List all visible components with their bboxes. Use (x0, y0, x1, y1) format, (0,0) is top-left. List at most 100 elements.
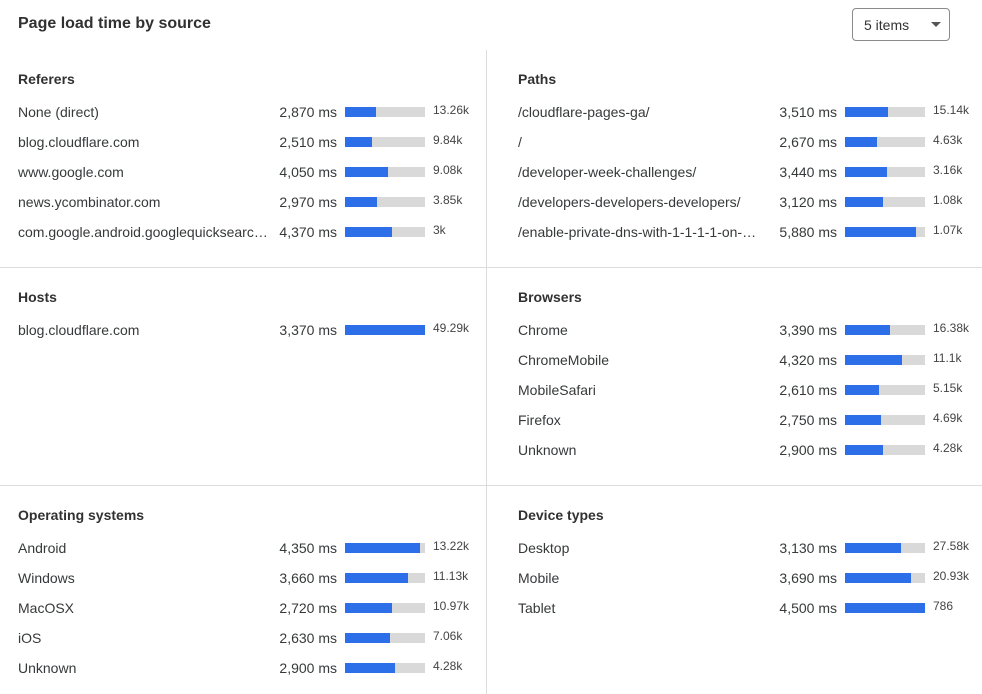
item-label[interactable]: Desktop (518, 540, 570, 556)
load-time-bar-fill (345, 543, 421, 553)
list-item: blog.cloudflare.com 2,510 ms 9.84k (0, 132, 486, 162)
load-time-bar (845, 573, 925, 583)
load-time-bar-fill (845, 573, 912, 583)
load-time: 4,350 ms (279, 540, 337, 556)
load-time: 2,750 ms (779, 412, 837, 428)
item-label[interactable]: ChromeMobile (518, 352, 610, 368)
list-item: Android 4,350 ms 13.22k (0, 538, 486, 568)
load-time-bar-fill (345, 197, 377, 207)
load-time: 4,050 ms (279, 164, 337, 180)
load-time-bar (845, 385, 925, 395)
load-time: 3,120 ms (779, 194, 837, 210)
item-label[interactable]: MacOSX (18, 600, 75, 616)
request-count: 15.14k (933, 103, 970, 117)
list-item: Desktop 3,130 ms 27.58k (500, 538, 982, 568)
request-count: 13.26k (433, 103, 470, 117)
request-count: 4.63k (933, 133, 963, 147)
load-time-bar (345, 167, 425, 177)
list-item: MobileSafari 2,610 ms 5.15k (500, 380, 982, 410)
item-label[interactable]: www.google.com (18, 164, 124, 180)
load-time-bar-fill (345, 167, 389, 177)
request-count: 3.16k (933, 163, 963, 177)
item-label[interactable]: /developer-week-challenges/ (518, 164, 697, 180)
item-label[interactable]: Unknown (518, 442, 577, 458)
request-count: 10.97k (433, 599, 470, 613)
load-time-bar (845, 107, 925, 117)
item-label[interactable]: Android (18, 540, 67, 556)
page-title: Page load time by source (18, 15, 211, 32)
list-item: www.google.com 4,050 ms 9.08k (0, 162, 486, 192)
load-time: 5,880 ms (779, 224, 837, 240)
load-time-bar-fill (345, 137, 373, 147)
panel-title: Device types (518, 507, 604, 523)
load-time-bar (345, 633, 425, 643)
load-time: 2,970 ms (279, 194, 337, 210)
row-divider (0, 485, 982, 486)
load-time: 4,370 ms (279, 224, 337, 240)
load-time-bar (345, 543, 425, 553)
load-time-bar-fill (345, 107, 377, 117)
item-label[interactable]: iOS (18, 630, 42, 646)
item-label[interactable]: news.ycombinator.com (18, 194, 161, 210)
item-label[interactable]: /cloudflare-pages-ga/ (518, 104, 650, 120)
item-label[interactable]: None (direct) (18, 104, 99, 120)
load-time-bar (345, 197, 425, 207)
load-time: 3,660 ms (279, 570, 337, 586)
load-time-bar (845, 445, 925, 455)
list-item: Chrome 3,390 ms 16.38k (500, 320, 982, 350)
item-label[interactable]: blog.cloudflare.com (18, 322, 140, 338)
load-time-bar-fill (845, 355, 902, 365)
item-label[interactable]: Tablet (518, 600, 556, 616)
list-item: Unknown 2,900 ms 4.28k (0, 658, 486, 688)
item-label[interactable]: Windows (18, 570, 75, 586)
item-label[interactable]: / (518, 134, 522, 150)
item-label[interactable]: Mobile (518, 570, 560, 586)
item-label[interactable]: /developers-developers-developers/ (518, 194, 741, 210)
panel-title: Browsers (518, 289, 582, 305)
load-time-bar (345, 573, 425, 583)
item-label[interactable]: Firefox (518, 412, 561, 428)
list-item: Windows 3,660 ms 11.13k (0, 568, 486, 598)
load-time-bar-fill (845, 543, 901, 553)
load-time-bar-fill (845, 445, 884, 455)
list-item: MacOSX 2,720 ms 10.97k (0, 598, 486, 628)
list-item: com.google.android.googlequicksearc… 4,37… (0, 222, 486, 252)
load-time: 2,670 ms (779, 134, 837, 150)
item-label[interactable]: blog.cloudflare.com (18, 134, 140, 150)
load-time: 2,630 ms (279, 630, 337, 646)
item-label[interactable]: Chrome (518, 322, 568, 338)
list-item: Tablet 4,500 ms 786 (500, 598, 982, 628)
list-item: /developers-developers-developers/3,120 … (500, 192, 982, 222)
request-count: 27.58k (933, 539, 970, 553)
load-time-bar-fill (345, 663, 396, 673)
load-time-bar-fill (345, 603, 393, 613)
load-time-bar (845, 197, 925, 207)
load-time-bar-fill (845, 227, 917, 237)
load-time-bar-fill (845, 603, 925, 613)
load-time: 2,610 ms (779, 382, 837, 398)
load-time-bar (345, 107, 425, 117)
load-time: 4,500 ms (779, 600, 837, 616)
load-time: 3,370 ms (279, 322, 337, 338)
load-time: 3,390 ms (779, 322, 837, 338)
load-time-bar-fill (845, 197, 884, 207)
request-count: 9.84k (433, 133, 463, 147)
load-time-bar-fill (845, 325, 890, 335)
load-time-bar (845, 415, 925, 425)
load-time-bar-fill (345, 325, 425, 335)
request-count: 4.69k (933, 411, 963, 425)
load-time-bar (345, 325, 425, 335)
item-label[interactable]: Unknown (18, 660, 77, 676)
item-label[interactable]: MobileSafari (518, 382, 596, 398)
request-count: 5.15k (933, 381, 963, 395)
items-count-select[interactable]: 5 items (852, 8, 950, 41)
item-label[interactable]: com.google.android.googlequicksearc… (18, 224, 268, 240)
item-label[interactable]: /enable-private-dns-with-1-1-1-1-on-… (518, 224, 757, 240)
load-time-bar-fill (845, 107, 889, 117)
load-time-bar (845, 167, 925, 177)
request-count: 49.29k (433, 321, 470, 335)
load-time-bar (345, 227, 425, 237)
request-count: 13.22k (433, 539, 470, 553)
list-item: Unknown 2,900 ms 4.28k (500, 440, 982, 470)
list-item: /enable-private-dns-with-1-1-1-1-on-… 5,8… (500, 222, 982, 252)
